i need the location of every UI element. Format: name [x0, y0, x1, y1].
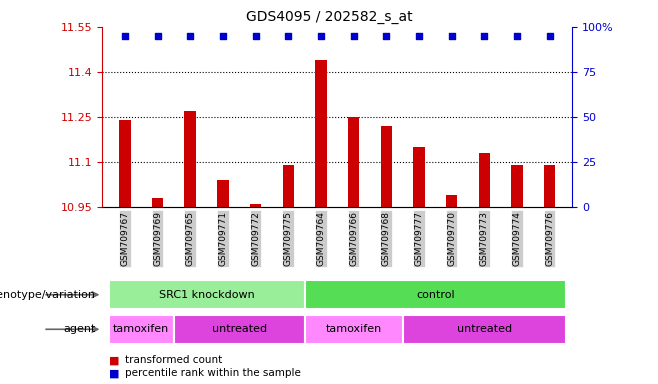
- Point: [479, 33, 490, 39]
- Text: GSM709766: GSM709766: [349, 211, 358, 266]
- Bar: [511, 165, 522, 207]
- Point: [544, 33, 555, 39]
- Text: genotype/variation: genotype/variation: [0, 290, 95, 300]
- Text: ■: ■: [109, 355, 119, 365]
- Text: untreated: untreated: [212, 324, 266, 334]
- Text: tamoxifen: tamoxifen: [113, 324, 169, 334]
- Text: GSM709773: GSM709773: [480, 211, 489, 266]
- Text: GSM709765: GSM709765: [186, 211, 195, 266]
- Bar: [544, 165, 555, 207]
- Text: GSM709764: GSM709764: [316, 211, 326, 266]
- Point: [120, 33, 130, 39]
- Bar: [119, 120, 130, 207]
- Point: [218, 33, 228, 39]
- Bar: [403, 315, 566, 344]
- Bar: [109, 280, 305, 309]
- Text: GSM709774: GSM709774: [513, 211, 521, 266]
- Text: GDS4095 / 202582_s_at: GDS4095 / 202582_s_at: [245, 10, 413, 23]
- Point: [283, 33, 293, 39]
- Bar: [380, 126, 392, 207]
- Point: [348, 33, 359, 39]
- Bar: [413, 147, 424, 207]
- Bar: [478, 153, 490, 207]
- Text: SRC1 knockdown: SRC1 knockdown: [159, 290, 255, 300]
- Bar: [282, 165, 294, 207]
- Text: GSM709768: GSM709768: [382, 211, 391, 266]
- Text: GSM709777: GSM709777: [415, 211, 423, 266]
- Text: GSM709772: GSM709772: [251, 211, 260, 266]
- Text: GSM709771: GSM709771: [218, 211, 228, 266]
- Point: [512, 33, 522, 39]
- Bar: [315, 60, 326, 207]
- Text: control: control: [416, 290, 455, 300]
- Point: [185, 33, 195, 39]
- Text: tamoxifen: tamoxifen: [326, 324, 382, 334]
- Text: agent: agent: [63, 324, 95, 334]
- Bar: [184, 111, 196, 207]
- Point: [250, 33, 261, 39]
- Bar: [250, 204, 261, 207]
- Bar: [152, 198, 163, 207]
- Bar: [446, 195, 457, 207]
- Bar: [348, 117, 359, 207]
- Bar: [305, 315, 403, 344]
- Bar: [109, 315, 174, 344]
- Point: [316, 33, 326, 39]
- Text: GSM709769: GSM709769: [153, 211, 162, 266]
- Point: [152, 33, 163, 39]
- Text: ■: ■: [109, 368, 119, 378]
- Bar: [217, 180, 228, 207]
- Text: GSM709775: GSM709775: [284, 211, 293, 266]
- Point: [381, 33, 392, 39]
- Text: GSM709776: GSM709776: [545, 211, 554, 266]
- Bar: [174, 315, 305, 344]
- Point: [414, 33, 424, 39]
- Text: untreated: untreated: [457, 324, 512, 334]
- Text: GSM709770: GSM709770: [447, 211, 456, 266]
- Bar: [305, 280, 566, 309]
- Text: GSM709767: GSM709767: [120, 211, 130, 266]
- Text: percentile rank within the sample: percentile rank within the sample: [125, 368, 301, 378]
- Text: transformed count: transformed count: [125, 355, 222, 365]
- Point: [446, 33, 457, 39]
